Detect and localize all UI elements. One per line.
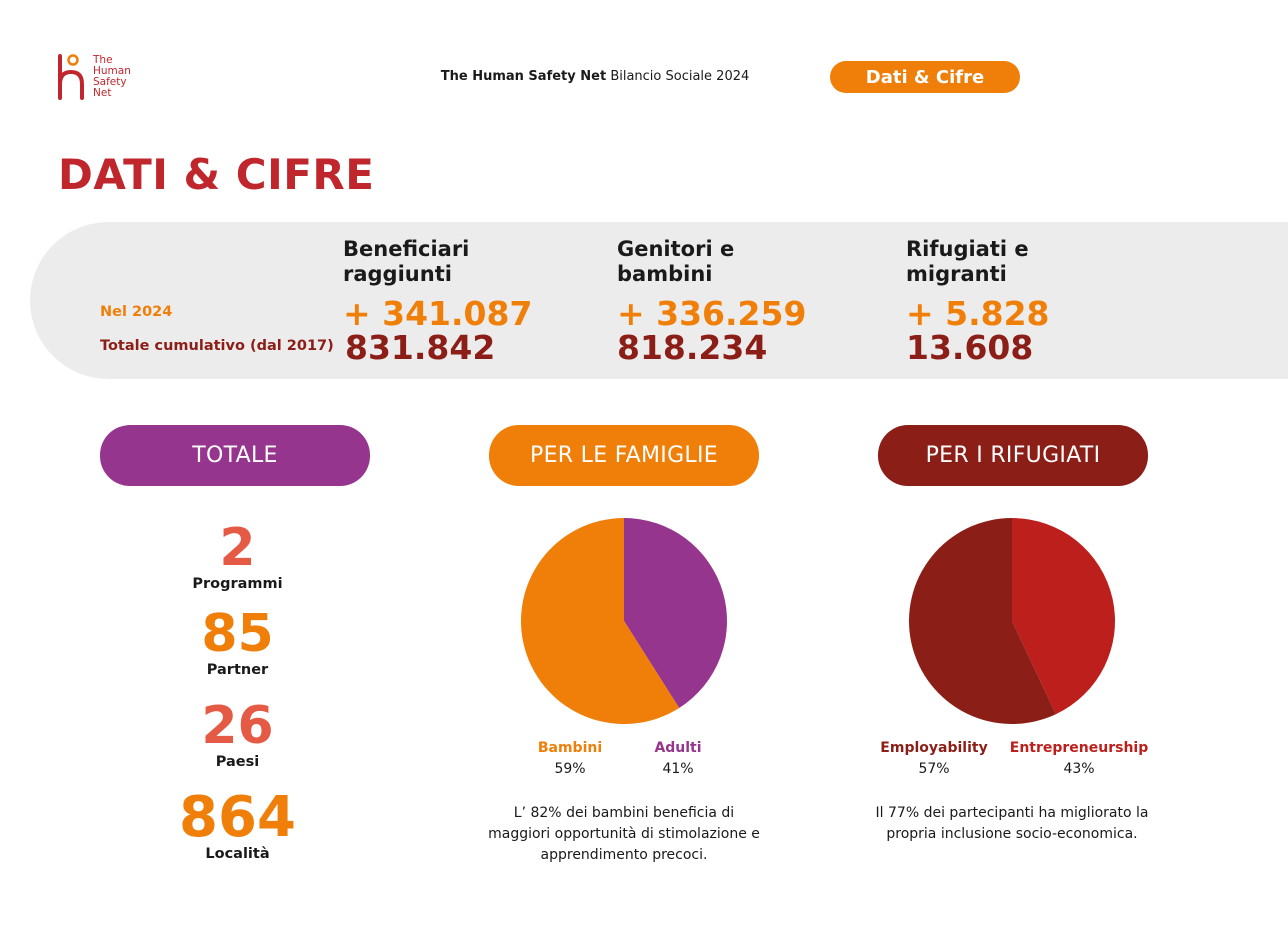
pie-chart-famiglie: [521, 518, 727, 724]
stat-header-line: Genitori e: [617, 237, 735, 261]
pie-chart-rifugiati: [909, 518, 1115, 724]
total-label: Località: [205, 846, 270, 862]
note-line: propria inclusione socio-economica.: [886, 826, 1138, 842]
stat-cumulative-beneficiari: 831.842: [345, 328, 496, 367]
total-label: Programmi: [192, 576, 283, 592]
logo-line: The: [93, 54, 113, 66]
stat-cumulative-genitori: 818.234: [617, 328, 768, 367]
stat-header-line: bambini: [617, 262, 713, 286]
pie-slice-entrepreneurship: [1012, 518, 1115, 715]
stats-band: [30, 222, 1288, 379]
legend-label-bambini: Bambini: [537, 740, 603, 756]
stat-header-rifugiati: Rifugiati e migranti: [906, 237, 1029, 287]
note-famiglie: L’ 82% dei bambini beneficia di maggiori…: [454, 803, 794, 866]
stat-year-beneficiari: + 341.087: [343, 294, 533, 333]
pie-slice-bambini: [521, 518, 680, 724]
total-label: Partner: [206, 662, 269, 678]
total-item-partner: 85 Partner: [135, 606, 340, 678]
total-item-programmi: 2 Programmi: [135, 520, 340, 592]
total-value: 2: [219, 518, 256, 578]
total-label: Paesi: [215, 754, 260, 770]
section-header-rifugiati: PER I RIFUGIATI: [878, 425, 1148, 486]
brand-name: The Human Safety Net: [440, 69, 607, 84]
total-item-paesi: 26 Paesi: [135, 698, 340, 770]
row-label-year: Nel 2024: [100, 304, 173, 320]
row-label-cumulative: Totale cumulativo (dal 2017): [100, 338, 334, 354]
total-value: 864: [179, 785, 296, 850]
logo-icon: [58, 54, 84, 100]
total-value: 85: [201, 604, 274, 664]
section-pill: Dati & Cifre: [830, 61, 1020, 93]
note-line: apprendimento precoci.: [540, 847, 708, 863]
pie-slice-employability: [909, 518, 1056, 724]
legend-label-adulti: Adulti: [654, 740, 702, 756]
logo-line: Safety: [93, 76, 127, 88]
stat-header-beneficiari: Beneficiari raggiunti: [343, 237, 469, 287]
note-line: L’ 82% dei bambini beneficia di: [513, 805, 735, 821]
pie-slice-adulti: [624, 518, 727, 708]
legend-label-entrepreneurship: Entrepreneurship: [1009, 740, 1149, 756]
logo-line: Net: [93, 87, 112, 99]
logo-wordmark: The Human Safety Net: [93, 55, 131, 99]
legend-value-bambini: 59%: [554, 761, 586, 777]
stat-header-line: Beneficiari: [343, 237, 470, 261]
legend-value-entrepreneurship: 43%: [1063, 761, 1095, 777]
stat-year-rifugiati: + 5.828: [906, 294, 1050, 333]
section-header-famiglie: PER LE FAMIGLIE: [489, 425, 759, 486]
stat-header-line: migranti: [906, 262, 1007, 286]
section-header-totale: TOTALE: [100, 425, 370, 486]
stat-cumulative-rifugiati: 13.608: [906, 328, 1034, 367]
note-rifugiati: Il 77% dei partecipanti ha migliorato la…: [842, 803, 1182, 845]
report-subtitle: Bilancio Sociale 2024: [610, 69, 750, 84]
note-line: maggiori opportunità di stimolazione e: [488, 826, 760, 842]
stat-header-line: Rifugiati e: [906, 237, 1029, 261]
stat-header-line: raggiunti: [343, 262, 452, 286]
page-title: DATI & CIFRE: [58, 150, 375, 199]
legend-value-adulti: 41%: [662, 761, 694, 777]
document-header: The Human Safety Net Bilancio Sociale 20…: [0, 69, 1190, 84]
legend-label-employability: Employability: [880, 740, 988, 756]
total-item-localita: 864 Località: [135, 785, 340, 863]
total-value: 26: [201, 696, 274, 756]
note-line: Il 77% dei partecipanti ha migliorato la: [875, 805, 1149, 821]
stat-header-genitori: Genitori e bambini: [617, 237, 734, 287]
stat-year-genitori: + 336.259: [617, 294, 807, 333]
logo-line: Human: [93, 65, 131, 77]
legend-value-employability: 57%: [918, 761, 950, 777]
